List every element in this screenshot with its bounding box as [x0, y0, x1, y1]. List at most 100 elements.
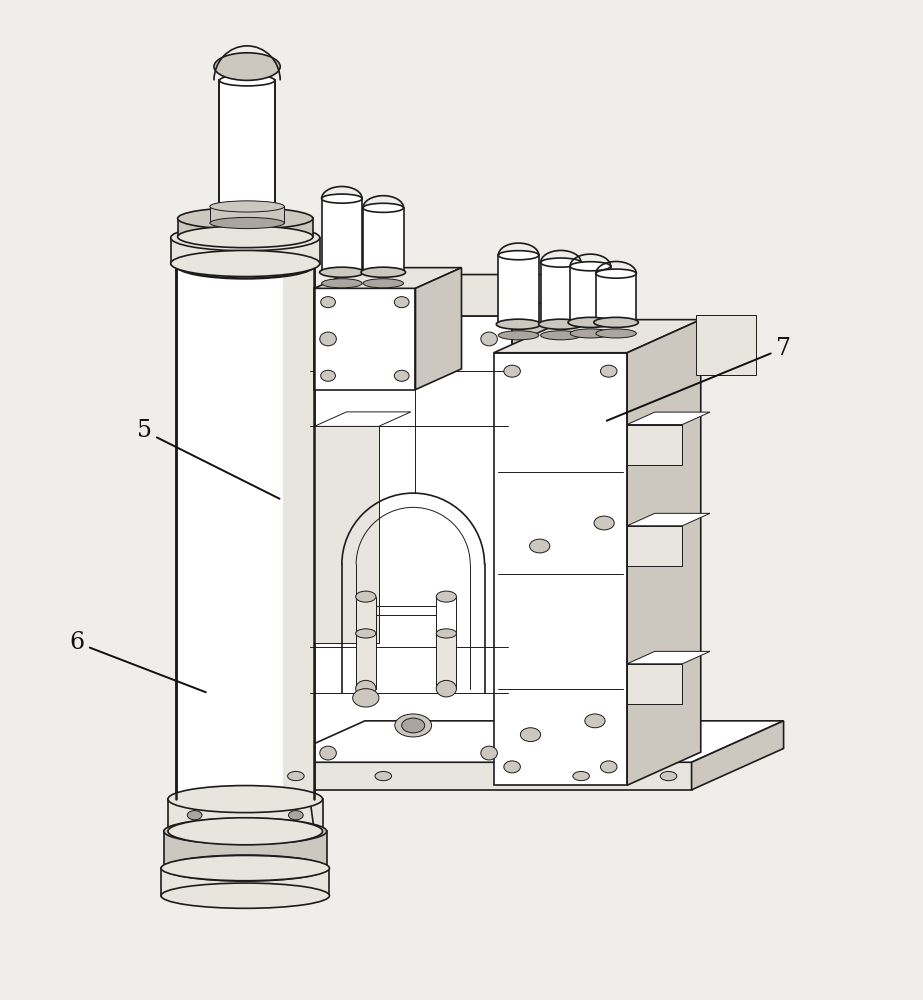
Polygon shape	[163, 831, 327, 868]
Ellipse shape	[541, 331, 581, 340]
Polygon shape	[437, 633, 457, 689]
Polygon shape	[627, 320, 701, 785]
Ellipse shape	[220, 75, 275, 86]
Polygon shape	[171, 238, 319, 264]
Ellipse shape	[394, 297, 409, 308]
Polygon shape	[627, 526, 682, 566]
Text: 7: 7	[606, 337, 791, 421]
Ellipse shape	[481, 332, 497, 346]
Text: 6: 6	[69, 631, 206, 692]
Ellipse shape	[288, 771, 305, 781]
Ellipse shape	[573, 771, 590, 781]
Ellipse shape	[594, 516, 615, 530]
Ellipse shape	[320, 370, 335, 381]
Polygon shape	[627, 664, 682, 704]
Ellipse shape	[568, 317, 613, 327]
Ellipse shape	[660, 771, 677, 781]
Polygon shape	[321, 199, 362, 272]
Ellipse shape	[596, 329, 636, 338]
Ellipse shape	[163, 855, 327, 881]
Ellipse shape	[321, 279, 362, 288]
Ellipse shape	[521, 728, 541, 742]
Ellipse shape	[437, 680, 457, 697]
Ellipse shape	[161, 855, 330, 881]
Ellipse shape	[168, 818, 322, 845]
Ellipse shape	[498, 251, 539, 260]
Ellipse shape	[437, 629, 457, 638]
Ellipse shape	[177, 208, 313, 229]
Ellipse shape	[570, 262, 611, 271]
Ellipse shape	[177, 226, 313, 248]
Ellipse shape	[163, 818, 327, 844]
Ellipse shape	[395, 714, 432, 737]
Ellipse shape	[585, 714, 605, 728]
Polygon shape	[314, 288, 415, 390]
Polygon shape	[494, 353, 627, 785]
Ellipse shape	[353, 689, 379, 707]
Polygon shape	[512, 275, 605, 776]
Ellipse shape	[593, 317, 639, 327]
Polygon shape	[627, 651, 710, 664]
Ellipse shape	[361, 267, 405, 277]
Polygon shape	[176, 265, 314, 799]
Polygon shape	[627, 425, 682, 465]
Ellipse shape	[355, 680, 376, 697]
Ellipse shape	[363, 203, 403, 212]
Polygon shape	[168, 799, 322, 831]
Polygon shape	[273, 721, 784, 762]
Text: 5: 5	[137, 419, 280, 499]
Polygon shape	[273, 762, 691, 790]
Polygon shape	[541, 263, 581, 324]
Ellipse shape	[504, 365, 521, 377]
Ellipse shape	[481, 746, 497, 760]
Ellipse shape	[319, 332, 336, 346]
Ellipse shape	[176, 252, 314, 278]
Polygon shape	[570, 266, 611, 322]
Ellipse shape	[171, 225, 319, 251]
Ellipse shape	[601, 365, 617, 377]
Polygon shape	[177, 218, 313, 237]
Ellipse shape	[355, 629, 376, 638]
Ellipse shape	[355, 591, 376, 602]
Ellipse shape	[210, 217, 284, 229]
Ellipse shape	[498, 331, 539, 340]
Polygon shape	[306, 316, 512, 776]
Ellipse shape	[375, 771, 391, 781]
Polygon shape	[596, 274, 636, 322]
Ellipse shape	[394, 370, 409, 381]
Ellipse shape	[289, 811, 304, 820]
Ellipse shape	[402, 718, 425, 733]
Ellipse shape	[187, 811, 202, 820]
Ellipse shape	[161, 883, 330, 908]
Ellipse shape	[210, 201, 284, 212]
Polygon shape	[627, 513, 710, 526]
Ellipse shape	[601, 761, 617, 773]
Ellipse shape	[363, 279, 403, 288]
Polygon shape	[161, 868, 330, 896]
Polygon shape	[498, 255, 539, 324]
Ellipse shape	[497, 319, 541, 329]
Ellipse shape	[530, 539, 550, 553]
Polygon shape	[314, 426, 378, 643]
Ellipse shape	[541, 258, 581, 267]
Ellipse shape	[319, 746, 336, 760]
Ellipse shape	[596, 269, 636, 278]
Polygon shape	[627, 412, 710, 425]
Ellipse shape	[320, 297, 335, 308]
Ellipse shape	[437, 591, 457, 602]
Ellipse shape	[504, 761, 521, 773]
Ellipse shape	[214, 53, 281, 80]
Ellipse shape	[539, 319, 583, 329]
Polygon shape	[355, 633, 376, 689]
Polygon shape	[283, 265, 314, 799]
Ellipse shape	[168, 786, 322, 813]
Polygon shape	[691, 721, 784, 790]
Polygon shape	[314, 412, 411, 426]
Polygon shape	[306, 275, 605, 316]
Ellipse shape	[321, 194, 362, 203]
Ellipse shape	[570, 329, 611, 338]
Polygon shape	[363, 208, 403, 272]
Ellipse shape	[319, 267, 365, 277]
Polygon shape	[415, 268, 462, 390]
Ellipse shape	[171, 250, 319, 277]
